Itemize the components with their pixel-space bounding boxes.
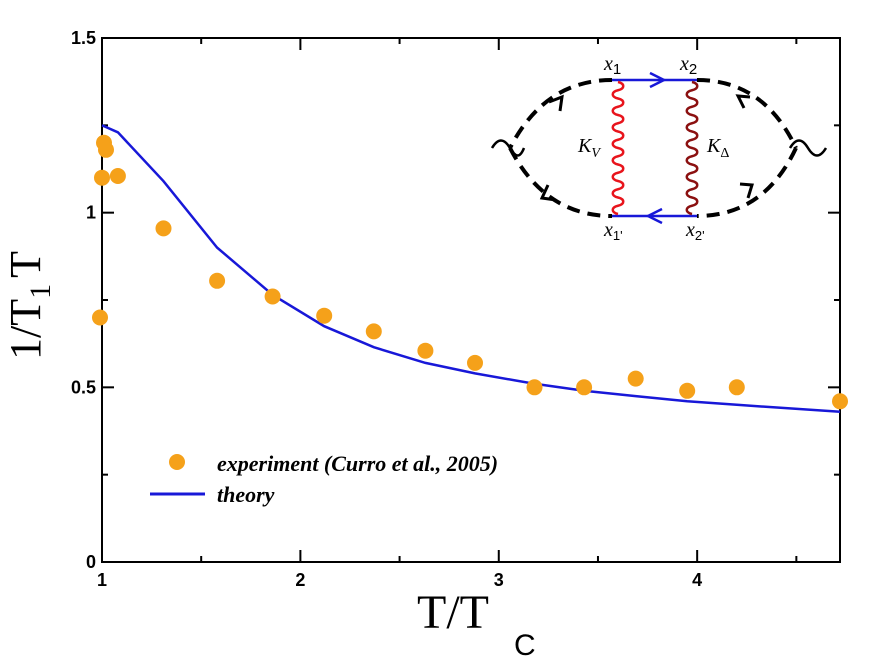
label-kv: KV [577,135,601,161]
label-x2p-main: x [685,219,695,241]
label-x2p-sub: 2' [695,228,705,243]
label-kdelta-sub: Δ [720,146,729,161]
experiment-point [92,309,108,326]
y-axis-label-post: T [1,251,50,278]
x-axis-label: T/T C [417,586,536,660]
y-axis-label-sub: 1 [24,284,57,299]
x-axis-ticks: 1 2 3 4 [97,38,798,590]
experiment-point [155,220,172,237]
label-x2-sub: 2 [689,61,697,78]
x-tick-label: 2 [295,570,305,590]
experiment-point [832,393,848,410]
y-tick-label: 1.5 [71,28,96,48]
experiment-point [576,379,593,396]
label-x2-main: x [679,53,689,75]
dashed-arc-upper-right [696,78,798,149]
label-x1-sub: 1 [613,61,621,78]
y-tick-label: 0.5 [71,377,96,397]
label-x1p-main: x [603,219,613,241]
x-tick-label: 3 [494,570,504,590]
experiment-point [728,379,745,396]
label-x1p-sub: 1' [613,228,623,243]
label-kdelta: KΔ [706,135,729,161]
label-x1: x1 [603,53,621,78]
experiment-point [526,379,543,396]
inset-diagram: x1 x2 x1' x2' KV KΔ [490,53,828,243]
propagator-top-arrow [649,71,667,89]
experiment-point [417,342,434,359]
experiment-point [316,307,333,324]
legend-label-theory: theory [217,482,275,507]
theory-line [101,124,841,414]
legend: experiment (Curro et al., 2005) theory [150,451,498,507]
experiment-point [467,354,483,371]
label-kv-main: K [577,135,593,157]
y-tick-label: 0 [86,552,96,572]
propagator-bottom-arrow [645,207,663,225]
external-wave-left [490,139,526,157]
experiment-point [94,169,110,186]
y-tick-label: 1 [86,203,96,223]
experiment-point [209,272,226,289]
label-kv-sub: V [591,146,601,161]
wavy-line-kv [611,80,625,216]
legend-marker-experiment [169,454,185,470]
experiment-point [679,382,696,399]
label-x1-main: x [603,53,613,75]
x-axis-label-main: T/T [417,586,489,639]
arrow-lower-left [539,184,557,202]
external-wave-right [788,139,828,157]
dashed-arc-lower-right [696,147,798,218]
wavy-line-kdelta [685,80,699,216]
label-kdelta-main: K [706,135,722,157]
label-x2-prime: x2' [685,219,705,243]
experiment-point [627,370,644,387]
plot-frame [101,37,841,563]
y-axis-label-pre: 1/T [1,299,50,360]
label-x2: x2 [679,53,697,78]
experiment-point [98,141,114,158]
legend-label-experiment: experiment (Curro et al., 2005) [217,451,498,476]
arrow-upper-left [548,94,564,112]
label-x1-prime: x1' [603,219,623,243]
y-axis-ticks: 0 0.5 1 1.5 [71,28,840,572]
arrow-lower-right [739,182,754,199]
experiment-point [264,288,281,305]
experiment-point [365,323,382,340]
y-axis-label-main: 1/T1 T [1,251,57,360]
x-axis-label-sub: C [514,629,536,660]
x-tick-label: 1 [97,570,107,590]
arrow-upper-right [735,94,751,109]
y-axis-label: 1/T1 T [1,251,57,360]
x-tick-label: 4 [692,570,702,590]
dashed-arc-upper-left [508,78,613,149]
experiment-point [109,168,126,184]
series-layer [92,124,848,414]
